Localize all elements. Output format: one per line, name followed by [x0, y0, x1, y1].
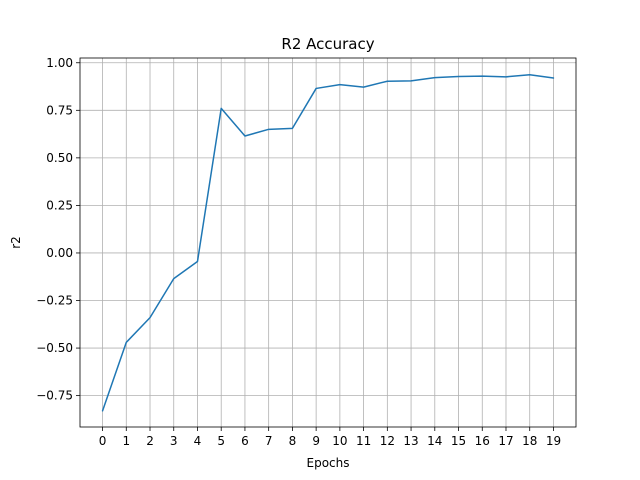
- x-tick-label: 11: [356, 434, 371, 448]
- series-lines: [101, 73, 555, 412]
- x-tick-label: 19: [546, 434, 561, 448]
- x-tick-label: 12: [380, 434, 395, 448]
- x-tick-label: 16: [475, 434, 490, 448]
- x-tick-label: 0: [99, 434, 107, 448]
- x-axis-label: Epochs: [307, 456, 350, 470]
- x-tick-label: 13: [403, 434, 418, 448]
- y-tick-label: 0.75: [46, 103, 73, 117]
- y-tick-label: −0.50: [36, 341, 73, 355]
- x-tick-label: 2: [146, 434, 154, 448]
- x-tick-label: 9: [312, 434, 320, 448]
- x-tick-label: 8: [289, 434, 297, 448]
- x-tick-label: 6: [241, 434, 249, 448]
- axis-ticks: 0 1 2 3 4 5 6 7 8 9 10 11 12 13 14 15 16 17 18 19−0.75−0.50…: [36, 56, 561, 448]
- x-tick-label: 4: [194, 434, 202, 448]
- x-tick-label: 7: [265, 434, 273, 448]
- plot-frame: [79, 57, 577, 428]
- x-tick-label: 14: [427, 434, 442, 448]
- y-tick-label: 0.25: [46, 198, 73, 212]
- x-tick-label: 1: [122, 434, 130, 448]
- y-tick-label: −0.25: [36, 294, 73, 308]
- x-tick-label: 3: [170, 434, 178, 448]
- series-line: [101, 73, 555, 412]
- x-tick-label: 15: [451, 434, 466, 448]
- x-tick-label: 17: [498, 434, 513, 448]
- x-tick-label: 18: [522, 434, 537, 448]
- chart-title: R2 Accuracy: [281, 35, 374, 53]
- x-tick-label: 10: [332, 434, 347, 448]
- grid-lines: [80, 58, 576, 427]
- y-tick-label: 1.00: [46, 56, 73, 70]
- y-tick-label: −0.75: [36, 389, 73, 403]
- y-axis-label: r2: [9, 236, 23, 249]
- y-tick-label: 0.00: [46, 246, 73, 260]
- y-tick-label: 0.50: [46, 151, 73, 165]
- x-tick-label: 5: [217, 434, 225, 448]
